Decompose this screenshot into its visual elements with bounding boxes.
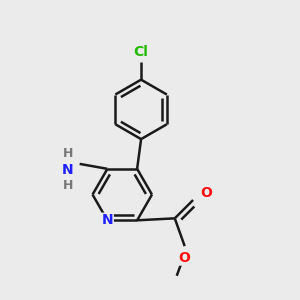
Text: O: O [179,251,190,265]
Text: O: O [200,186,212,200]
Text: N: N [62,163,74,177]
Text: Cl: Cl [134,45,148,59]
Text: H: H [63,179,73,192]
Text: N: N [102,213,113,227]
Text: H: H [63,148,73,160]
